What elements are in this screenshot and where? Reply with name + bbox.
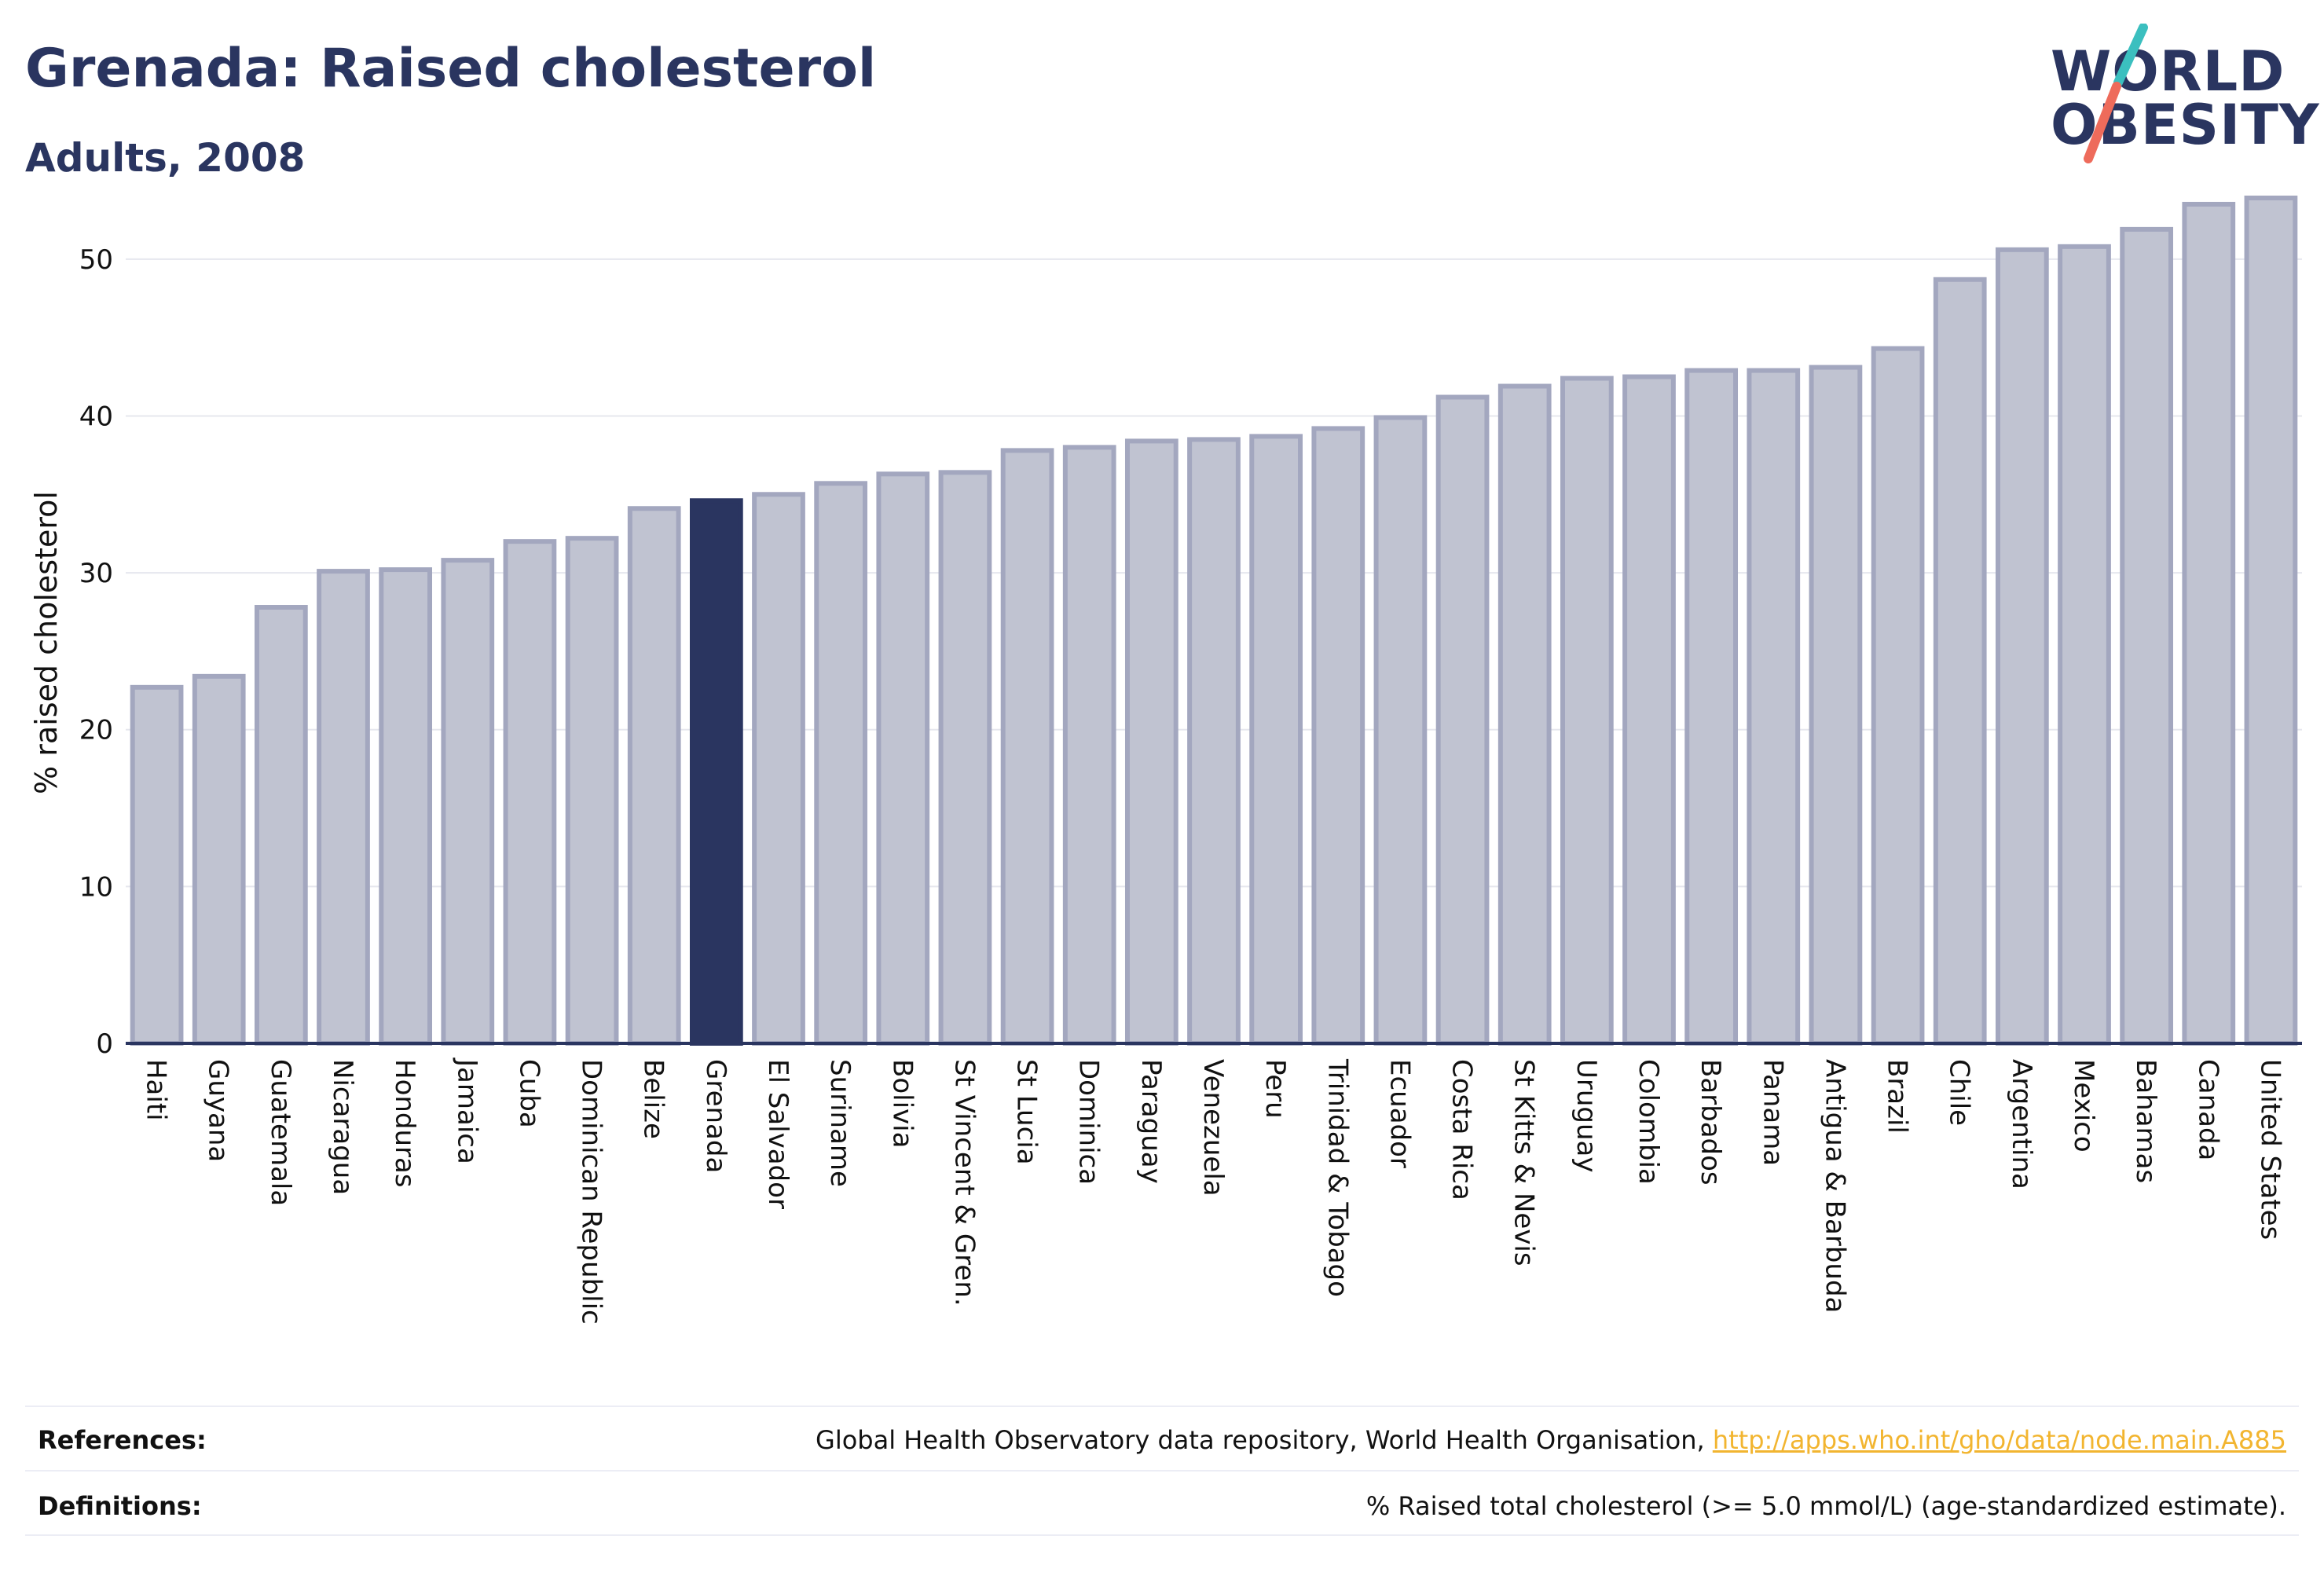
x-tick-label: Grenada (700, 1059, 731, 1173)
bar (1249, 434, 1303, 1046)
x-tick-label: Dominica (1073, 1059, 1105, 1185)
x-tick-label: Barbados (1695, 1059, 1726, 1186)
bar (130, 684, 184, 1046)
chart-subtitle: Adults, 2008 (25, 135, 306, 181)
x-tick-label: Bahamas (2130, 1059, 2161, 1183)
x-tick-label: Jamaica (451, 1057, 482, 1164)
bar (1684, 368, 1739, 1046)
bar (379, 567, 433, 1046)
footer-divider (25, 1406, 2299, 1407)
x-tick-label: Peru (1259, 1059, 1291, 1119)
bar (317, 569, 370, 1046)
bar (1560, 376, 1614, 1046)
x-tick-label: Cuba (513, 1059, 544, 1128)
bar (1622, 374, 1676, 1046)
bar (876, 471, 930, 1046)
x-tick-label: Belize (638, 1059, 669, 1139)
logo-word-world: WORLD (2051, 39, 2286, 104)
x-tick-label: Dominican Republic (576, 1059, 607, 1325)
bar (254, 605, 308, 1046)
bar (1187, 437, 1241, 1046)
logo-slash-icon (2084, 24, 2148, 163)
bar (1062, 445, 1116, 1046)
references-link[interactable]: http://apps.who.int/gho/data/node.main.A… (1712, 1425, 2286, 1455)
x-tick-label: Guatemala (265, 1059, 296, 1206)
bar-chart: 0 10 20 30 40 50 Haiti Guyana Guatemala Nicaragu… (29, 195, 2302, 1325)
y-tick-label: 30 (79, 558, 113, 589)
x-tick-label: Mexico (2068, 1059, 2099, 1153)
y-tick-label: 20 (79, 715, 113, 746)
x-tick-label: St Lucia (1011, 1059, 1043, 1165)
bar (1995, 247, 2049, 1046)
bar (1871, 346, 1925, 1046)
bar (192, 673, 246, 1046)
x-tick-label: Suriname (824, 1059, 856, 1187)
world-obesity-logo: WORLD OBESITY (2051, 24, 2319, 165)
chart-title: Grenada: Raised cholesterol (25, 38, 877, 100)
definitions-value: % Raised total cholesterol (>= 5.0 mmol/… (1365, 1491, 2286, 1521)
x-tick-label: Brazil (1882, 1059, 1913, 1134)
x-tick-label: Colombia (1633, 1059, 1664, 1185)
x-tick-label: United States (2254, 1059, 2286, 1240)
footer-divider (25, 1534, 2299, 1536)
bar (1373, 415, 1428, 1046)
x-tick-label: Bolivia (886, 1059, 918, 1148)
x-tick-label: Chile (1944, 1059, 1975, 1126)
references-value: Global Health Observatory data repositor… (816, 1425, 2286, 1455)
bar (2120, 226, 2174, 1046)
bar (752, 492, 805, 1046)
bar (1311, 426, 1365, 1046)
x-tick-label: St Kitts & Nevis (1508, 1059, 1540, 1266)
y-axis-label: % raised cholesterol (29, 491, 64, 794)
bar (1124, 438, 1178, 1046)
references-text: Global Health Observatory data repositor… (816, 1425, 1713, 1455)
bar (565, 536, 619, 1046)
y-tick-label: 40 (79, 401, 113, 432)
bar (1933, 277, 1987, 1046)
bar (627, 506, 681, 1046)
y-tick-label: 10 (79, 871, 113, 903)
bar (938, 470, 992, 1046)
y-tick-label: 50 (79, 244, 113, 276)
x-tick-label: Trinidad & Tobago (1321, 1058, 1353, 1297)
definitions-label: Definitions: (38, 1491, 202, 1521)
bar (814, 481, 868, 1046)
bar (1747, 368, 1801, 1046)
x-tick-label: Panama (1757, 1059, 1788, 1166)
bar-highlighted (689, 498, 743, 1046)
x-tick-label: Antigua & Barbuda (1819, 1059, 1850, 1313)
x-tick-label: Argentina (2006, 1059, 2037, 1189)
x-tick-label: Guyana (203, 1059, 234, 1162)
bar (2244, 195, 2298, 1046)
footer-divider (25, 1470, 2299, 1472)
bar (503, 539, 557, 1046)
x-tick-label: Costa Rica (1446, 1059, 1478, 1200)
x-tick-label: Paraguay (1135, 1059, 1167, 1184)
x-tick-label: El Salvador (762, 1059, 794, 1209)
x-tick-label: Canada (2192, 1059, 2223, 1160)
bar (441, 558, 495, 1046)
x-tick-label: Haiti (141, 1059, 172, 1121)
x-tick-label: Nicaragua (327, 1059, 358, 1195)
bar (2058, 244, 2111, 1046)
x-tick-label: Ecuador (1384, 1059, 1415, 1168)
x-tick-label: Venezuela (1197, 1059, 1229, 1197)
bar (1497, 383, 1552, 1046)
bar (1000, 448, 1054, 1046)
bar (1809, 365, 1863, 1046)
references-label: References: (38, 1425, 207, 1455)
x-tick-label: Uruguay (1571, 1059, 1602, 1173)
bar (1435, 394, 1490, 1046)
x-tick-label: Honduras (389, 1059, 420, 1188)
bar (2182, 201, 2236, 1046)
x-tick-label: St Vincent & Gren. (948, 1059, 980, 1307)
y-tick-label: 0 (96, 1028, 113, 1060)
